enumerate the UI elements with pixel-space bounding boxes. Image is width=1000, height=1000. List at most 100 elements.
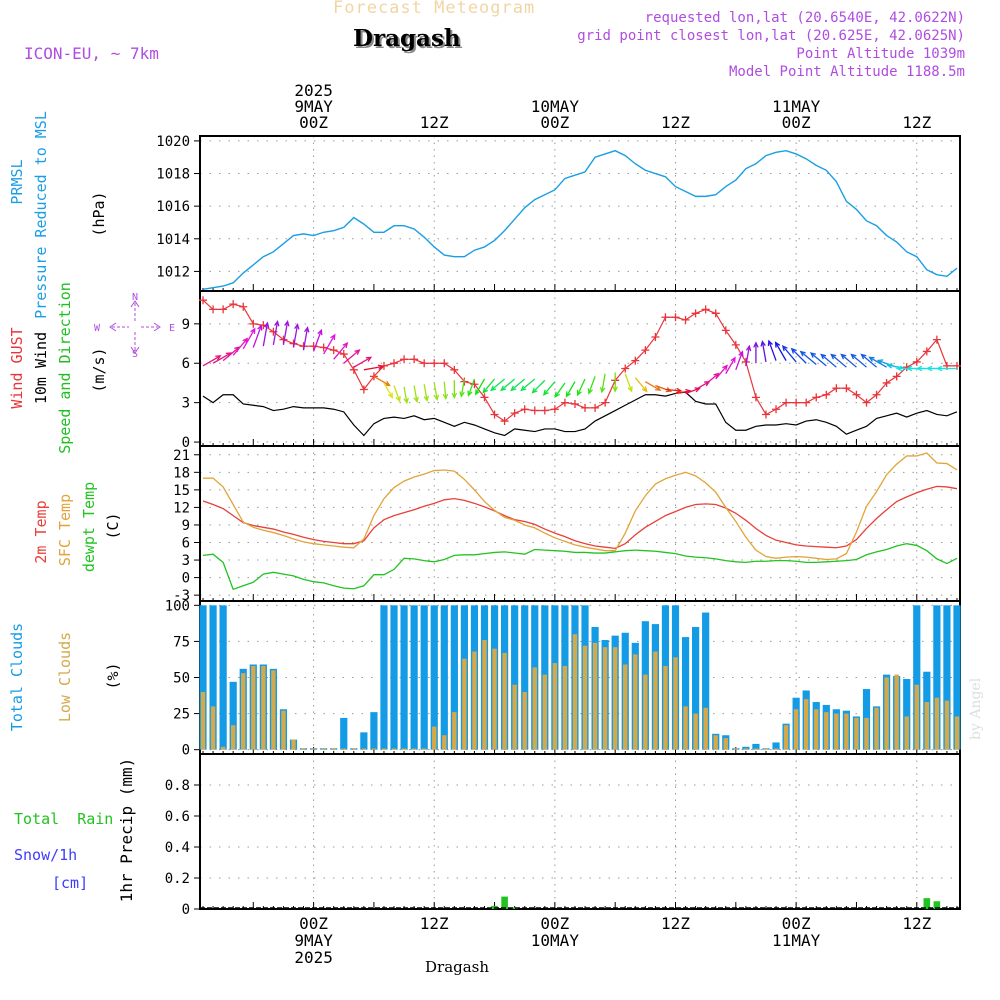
wind-arrow bbox=[851, 354, 867, 368]
low-cloud-bar bbox=[904, 716, 909, 750]
gust-marker bbox=[219, 305, 228, 314]
wind-arrow-head bbox=[738, 350, 744, 357]
gust-marker bbox=[420, 359, 429, 368]
wind-arrow-head bbox=[641, 386, 648, 393]
low-cloud-bar bbox=[763, 748, 769, 750]
compass-arrowheads bbox=[109, 300, 161, 354]
wind-arrow bbox=[343, 349, 360, 364]
low-cloud-bar bbox=[924, 702, 930, 750]
footer-station: Dragash bbox=[425, 958, 490, 976]
y-tick-label: 3 bbox=[182, 396, 190, 412]
total-cloud-bar bbox=[199, 605, 207, 750]
wind-arrow bbox=[302, 327, 309, 351]
total-cloud-bar bbox=[913, 605, 921, 750]
gust-marker bbox=[701, 305, 710, 314]
wind-arrow-head bbox=[433, 394, 440, 401]
panel-4: 0 0.2 0.4 0.6 0.8 bbox=[165, 753, 961, 918]
wind-arrow-head bbox=[304, 326, 310, 333]
y-tick-label: 1018 bbox=[156, 167, 190, 183]
y-tick-label: 6 bbox=[182, 536, 190, 552]
wind-arrow bbox=[554, 382, 566, 398]
gust-marker bbox=[661, 313, 670, 322]
wind-arrow-head bbox=[250, 327, 256, 334]
wind-arrow-head bbox=[799, 350, 806, 357]
gust-marker bbox=[761, 410, 770, 419]
wind-arrow bbox=[242, 328, 256, 350]
low-cloud-bar bbox=[301, 748, 306, 750]
wind-arrow-head bbox=[565, 391, 571, 398]
gust-marker bbox=[681, 315, 690, 324]
wind-arrow-head bbox=[403, 397, 409, 405]
gust-marker bbox=[239, 302, 248, 311]
low-cloud-bar bbox=[291, 739, 296, 750]
wind-arrow-head bbox=[820, 353, 827, 360]
y-tick-label: 25 bbox=[173, 707, 190, 723]
bottom-time-label: 00Z bbox=[782, 914, 811, 933]
top-time-label: 9MAY bbox=[294, 97, 333, 116]
wind-arrow-head bbox=[576, 389, 582, 397]
y-tick-label: 100 bbox=[165, 598, 190, 614]
low-cloud-bar bbox=[783, 725, 789, 750]
wind-arrow bbox=[393, 385, 401, 402]
label-10m-wind: 10m Wind bbox=[32, 332, 50, 404]
label-low-clouds: Low Clouds bbox=[56, 632, 74, 722]
low-cloud-bar bbox=[432, 726, 437, 750]
wind-arrow-head bbox=[342, 341, 349, 349]
wind-arrow-head bbox=[895, 365, 903, 372]
gust-marker bbox=[581, 403, 590, 412]
bottom-time-label: 10MAY bbox=[531, 931, 580, 950]
total-cloud-bar bbox=[209, 605, 217, 750]
wind-arrow bbox=[272, 321, 279, 345]
gust-marker bbox=[390, 359, 399, 368]
y-tick-label: 1014 bbox=[156, 232, 190, 248]
label-snow-unit: [cm] bbox=[52, 874, 88, 892]
gust-marker bbox=[540, 406, 549, 415]
wind-arrow-head bbox=[510, 385, 517, 392]
low-cloud-bar bbox=[623, 664, 628, 750]
wind-arrow-head bbox=[860, 353, 867, 360]
gust-marker bbox=[520, 405, 529, 414]
wind-arrow bbox=[532, 379, 546, 394]
y-tick-label: 9 bbox=[182, 317, 190, 333]
wind-arrow bbox=[782, 345, 797, 363]
low-cloud-bar bbox=[512, 684, 517, 750]
low-cloud-bar bbox=[442, 735, 447, 750]
wind-arrow-head bbox=[745, 344, 752, 352]
low-cloud-bar bbox=[351, 748, 357, 750]
wind-arrow bbox=[634, 377, 648, 392]
gust-markers bbox=[199, 296, 961, 426]
pressure-line bbox=[202, 149, 958, 291]
bottom-time-label: 12Z bbox=[420, 914, 449, 933]
wind-arrow-head bbox=[587, 388, 593, 395]
total-cloud-bar bbox=[229, 681, 237, 750]
wind-arrow-head bbox=[730, 356, 736, 363]
low-cloud-bar bbox=[693, 713, 698, 750]
y-tick-label: 1016 bbox=[156, 199, 190, 215]
low-cloud-bar bbox=[884, 677, 889, 750]
total-cloud-bar bbox=[681, 637, 690, 750]
gust-marker bbox=[440, 359, 449, 368]
wind-arrow bbox=[705, 373, 719, 385]
bottom-time-label: 9MAY bbox=[294, 931, 333, 950]
wind-arrow bbox=[202, 355, 221, 367]
bottom-time-label: 00Z bbox=[299, 914, 328, 933]
gust-marker bbox=[772, 405, 781, 414]
wind-arrow-head bbox=[531, 387, 538, 394]
wind-arrow bbox=[490, 378, 506, 391]
low-cloud-bar bbox=[210, 706, 216, 750]
low-cloud-bar bbox=[803, 699, 809, 750]
wind-arrow-head bbox=[274, 319, 280, 327]
temp-2m-line bbox=[202, 485, 958, 550]
top-time-label: 00Z bbox=[782, 113, 811, 132]
gust-marker bbox=[591, 403, 600, 412]
low-cloud-bar bbox=[733, 748, 739, 750]
low-cloud-bar bbox=[492, 648, 497, 750]
wind-arrow-head bbox=[442, 393, 449, 401]
wind-arrow bbox=[565, 381, 576, 397]
gust-marker bbox=[671, 313, 680, 322]
rain-bar bbox=[501, 896, 508, 909]
wind-arrow bbox=[869, 356, 887, 368]
wind-arrow bbox=[312, 330, 322, 352]
y-tick-label: 6 bbox=[182, 356, 190, 372]
low-cloud-bar bbox=[773, 748, 779, 750]
